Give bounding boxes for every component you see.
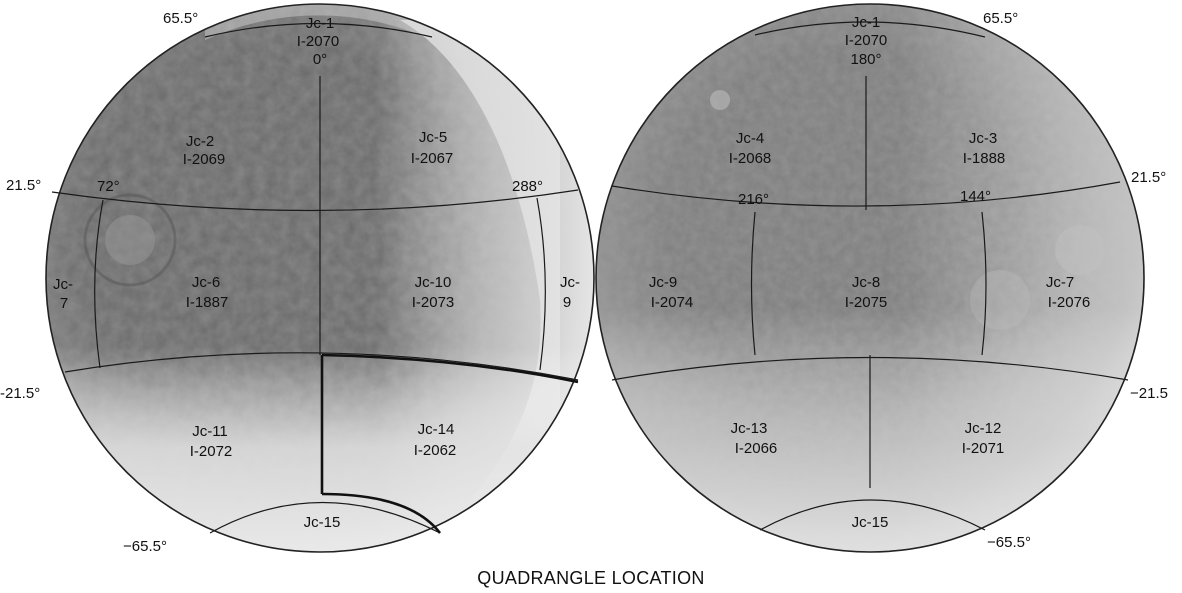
- svg-text:I-1888: I-1888: [963, 150, 1006, 167]
- quad-jc2: Jc-2 I-2069: [183, 133, 226, 168]
- svg-text:0°: 0°: [313, 51, 327, 68]
- left-hemisphere-rim: [45, 3, 595, 553]
- lat-21-north-right: 21.5°: [1131, 169, 1166, 186]
- svg-text:Jc-: Jc-: [53, 276, 73, 293]
- svg-text:I-2066: I-2066: [735, 440, 778, 457]
- svg-text:Jc-5: Jc-5: [419, 129, 447, 146]
- quad-jc14: Jc-14 I-2062: [414, 421, 457, 459]
- quad-jc9-right: Jc-9 I-2074: [649, 274, 693, 311]
- quad-jc8: Jc-8 I-2075: [845, 274, 888, 311]
- svg-text:Jc-15: Jc-15: [304, 514, 341, 531]
- svg-text:Jc-14: Jc-14: [418, 421, 455, 438]
- svg-text:I-2069: I-2069: [183, 151, 226, 168]
- quad-jc15-left: Jc-15: [304, 514, 341, 531]
- svg-text:I-2070: I-2070: [845, 32, 888, 49]
- svg-text:I-2075: I-2075: [845, 294, 888, 311]
- svg-text:Jc-6: Jc-6: [192, 274, 220, 291]
- svg-text:Jc-4: Jc-4: [736, 130, 764, 147]
- svg-text:Jc-1: Jc-1: [306, 15, 334, 32]
- quad-jc9-left: Jc- 9: [560, 274, 580, 311]
- svg-text:I-2071: I-2071: [962, 440, 1005, 457]
- svg-text:I-2068: I-2068: [729, 150, 772, 167]
- svg-text:Jc-15: Jc-15: [852, 514, 889, 531]
- quad-jc13: Jc-13 I-2066: [731, 420, 778, 457]
- svg-text:Jc-13: Jc-13: [731, 420, 768, 437]
- svg-text:I-2074: I-2074: [651, 294, 694, 311]
- quad-jc3: Jc-3 I-1888: [963, 130, 1006, 167]
- svg-text:I-2076: I-2076: [1048, 294, 1091, 311]
- svg-text:Jc-3: Jc-3: [969, 130, 997, 147]
- quad-jc10: Jc-10 I-2073: [412, 274, 455, 311]
- lat-65-south-left: −65.5°: [123, 538, 167, 555]
- quad-jc1-right: Jc-1 I-2070 180°: [845, 14, 888, 68]
- svg-text:Jc-2: Jc-2: [186, 133, 214, 150]
- svg-text:I-2062: I-2062: [414, 442, 457, 459]
- right-hemisphere: 65.5° 21.5° −21.5 −65.5° 216° 144° Jc-1 …: [595, 3, 1168, 553]
- svg-text:I-2067: I-2067: [411, 150, 454, 167]
- right-grid-lines: [611, 21, 1129, 531]
- quad-jc7-left: Jc- 7: [53, 276, 73, 312]
- lat-65-north-left: 65.5°: [163, 10, 198, 27]
- left-coordinate-labels: 65.5° 21.5° -21.5° −65.5° 72° 288°: [0, 10, 543, 555]
- quad-jc5: Jc-5 I-2067: [411, 129, 454, 167]
- lat-65-north-right: 65.5°: [983, 10, 1018, 27]
- quad-jc12: Jc-12 I-2071: [962, 420, 1005, 457]
- quad-jc7-right: Jc-7 I-2076: [1046, 274, 1090, 311]
- quad-jc1-left: Jc-1 I-2070 0°: [297, 15, 340, 68]
- svg-text:Jc-: Jc-: [560, 274, 580, 291]
- right-hemisphere-imagery: [596, 4, 1144, 552]
- svg-text:180°: 180°: [850, 51, 881, 68]
- svg-text:Jc-7: Jc-7: [1046, 274, 1074, 291]
- map-caption: QUADRANGLE LOCATION: [477, 568, 705, 588]
- left-grid-lines: [51, 22, 579, 534]
- lat-65-south-right: −65.5°: [987, 534, 1031, 551]
- svg-text:Jc-8: Jc-8: [852, 274, 880, 291]
- lon-288-label: 288°: [512, 178, 543, 195]
- svg-text:Jc-9: Jc-9: [649, 274, 677, 291]
- svg-text:Jc-12: Jc-12: [965, 420, 1002, 437]
- right-coordinate-labels: 65.5° 21.5° −21.5 −65.5° 216° 144°: [738, 10, 1168, 551]
- svg-text:Jc-11: Jc-11: [192, 423, 228, 440]
- svg-text:I-1887: I-1887: [186, 294, 229, 311]
- lat-21-south-right: −21.5: [1130, 385, 1168, 402]
- left-hemisphere: 65.5° 21.5° -21.5° −65.5° 72° 288° Jc-1 …: [0, 3, 595, 555]
- lon-72-label: 72°: [97, 178, 120, 195]
- lon-216-label: 216°: [738, 191, 769, 208]
- quad-jc6: Jc-6 I-1887: [186, 274, 229, 311]
- svg-text:Jc-10: Jc-10: [415, 274, 452, 291]
- quad-jc11: Jc-11 I-2072: [190, 423, 233, 460]
- svg-text:I-2070: I-2070: [297, 33, 340, 50]
- quad-jc15-right: Jc-15: [852, 514, 889, 531]
- svg-text:9: 9: [563, 294, 571, 311]
- svg-text:I-2073: I-2073: [412, 294, 455, 311]
- right-hemisphere-rim: [595, 3, 1145, 553]
- svg-text:Jc-1: Jc-1: [852, 14, 880, 31]
- svg-text:I-2072: I-2072: [190, 443, 233, 460]
- lon-144-label: 144°: [960, 188, 991, 205]
- lat-21-south-left: -21.5°: [0, 385, 40, 402]
- right-quadrangle-labels: Jc-1 I-2070 180° Jc-4 I-2068 Jc-3 I-1888…: [649, 14, 1090, 531]
- quad-jc4: Jc-4 I-2068: [729, 130, 772, 167]
- svg-text:7: 7: [60, 295, 68, 312]
- left-quadrangle-labels: Jc-1 I-2070 0° Jc-2 I-2069 Jc-5 I-2067 J…: [53, 15, 580, 531]
- lat-21-north-left: 21.5°: [6, 177, 41, 194]
